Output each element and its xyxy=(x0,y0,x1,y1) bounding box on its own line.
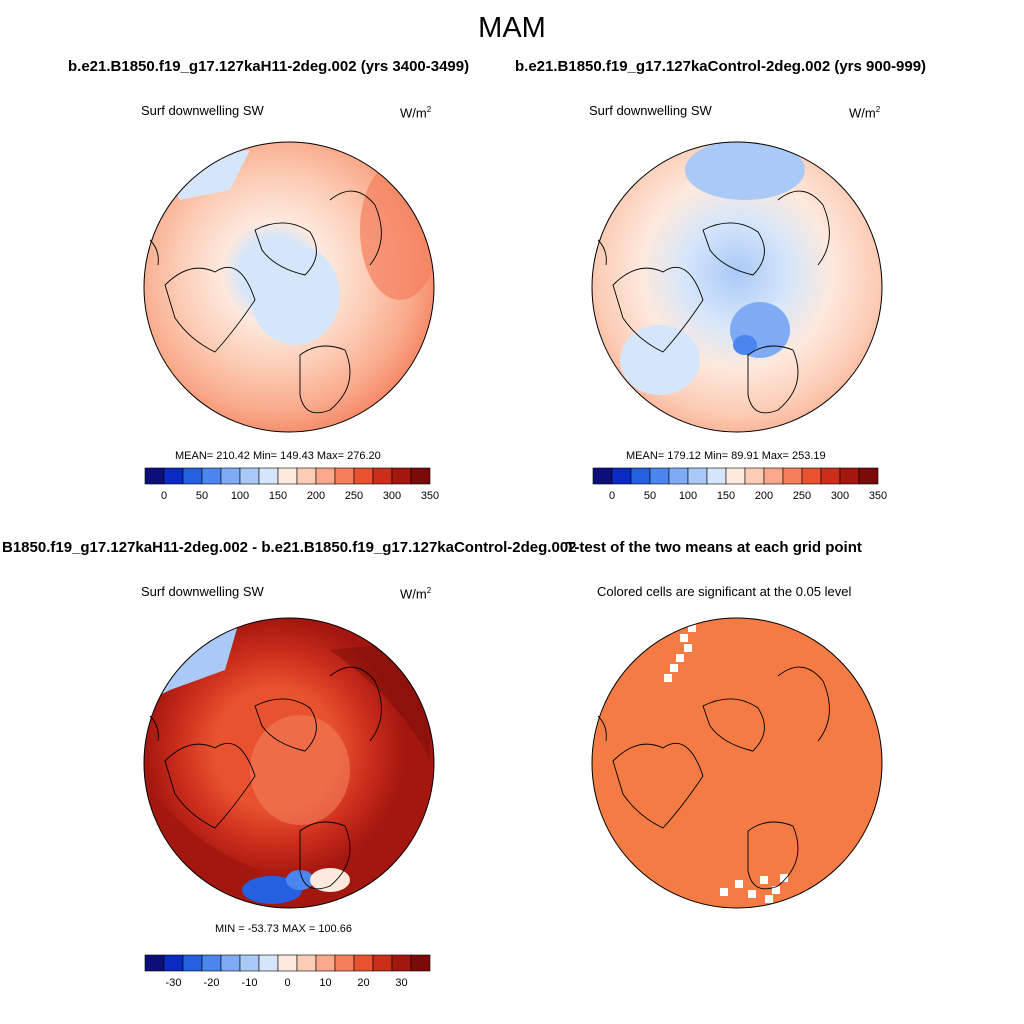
panel-2-colorbar-tick-label: 100 xyxy=(679,490,697,502)
panel-1-colorbar-swatch xyxy=(239,467,260,485)
panel-3-colorbar-swatch xyxy=(258,954,279,972)
panel-2-variable-label: Surf downwelling SW xyxy=(589,103,712,118)
panel-1-colorbar-swatch xyxy=(296,467,317,485)
panel-3-colorbar-swatch xyxy=(182,954,203,972)
panel-2-colorbar-swatch xyxy=(706,467,727,485)
panel-4-header: T-test of the two means at each grid poi… xyxy=(566,539,862,556)
panel-2-colorbar: 0 50 100 150 200 250 300 350 xyxy=(592,467,887,502)
panel-1-colorbar-swatch xyxy=(144,467,165,485)
panel-1-colorbar-swatch xyxy=(220,467,241,485)
panel-2-colorbar-swatch xyxy=(839,467,860,485)
panel-3-colorbar-swatch xyxy=(239,954,260,972)
panel-3-colorbar-tick-label: 20 xyxy=(357,977,369,989)
panel-2-colorbar-swatch xyxy=(801,467,822,485)
panel-2-colorbar-swatch xyxy=(782,467,803,485)
panel-2-colorbar-swatch xyxy=(611,467,632,485)
panel-1-colorbar-swatch xyxy=(163,467,184,485)
panel-2-colorbar-tick-label: 150 xyxy=(717,490,735,502)
panel-1-colorbar-tick-label: 300 xyxy=(383,490,401,502)
panel-2-colorbar-swatch xyxy=(763,467,784,485)
panel-4-map xyxy=(591,617,883,909)
panel-2-colorbar-tick-label: 200 xyxy=(755,490,773,502)
panel-2-units: W/m2 xyxy=(849,105,881,121)
panel-2-colorbar-swatch xyxy=(630,467,651,485)
panel-3-colorbar-tick-label: 30 xyxy=(395,977,407,989)
panel-1-colorbar: 0 50 100 150 200 250 300 350 xyxy=(144,467,439,502)
panel-1-colorbar-swatch xyxy=(353,467,374,485)
panel-2-colorbar-swatch xyxy=(744,467,765,485)
panel-2-colorbar-swatch xyxy=(725,467,746,485)
panel-3-map xyxy=(143,617,435,909)
panel-1-colorbar-swatch xyxy=(258,467,279,485)
panel-2-stats: MEAN= 179.12 Min= 89.91 Max= 253.19 xyxy=(626,450,826,462)
panel-1-units: W/m2 xyxy=(400,105,432,121)
panel-1-colorbar-swatch xyxy=(334,467,355,485)
panel-3-colorbar-swatch xyxy=(372,954,393,972)
panel-1-colorbar-tick-label: 200 xyxy=(307,490,325,502)
panel-1-colorbar-tick-label: 0 xyxy=(161,490,167,502)
panel-3-colorbar-swatch xyxy=(315,954,336,972)
panel-3-header: B1850.f19_g17.127kaH11-2deg.002 - b.e21.… xyxy=(2,539,577,556)
panel-2-header: b.e21.B1850.f19_g17.127kaControl-2deg.00… xyxy=(515,58,927,75)
panel-3-colorbar-swatch xyxy=(296,954,317,972)
panel-3-coastlines xyxy=(149,666,382,890)
panel-1-colorbar-swatch xyxy=(182,467,203,485)
panel-3-colorbar-swatch xyxy=(353,954,374,972)
panel-1-coastlines xyxy=(149,190,382,414)
panel-2-colorbar-tick-label: 300 xyxy=(831,490,849,502)
panel-3-colorbar-swatch xyxy=(410,954,431,972)
panel-3-colorbar-swatch xyxy=(201,954,222,972)
panel-3-colorbar: -30 -20 -10 0 10 20 30 xyxy=(144,954,431,989)
panel-3-colorbar-tick-label: -10 xyxy=(242,977,258,989)
panel-3-colorbar-swatch xyxy=(277,954,298,972)
panel-1-header: b.e21.B1850.f19_g17.127kaH11-2deg.002 (y… xyxy=(68,58,470,75)
panel-1-colorbar-swatch xyxy=(410,467,431,485)
panel-1-colorbar-swatch xyxy=(277,467,298,485)
panel-1-colorbar-swatch xyxy=(315,467,336,485)
panel-3-colorbar-swatch xyxy=(334,954,355,972)
panel-1-colorbar-swatch xyxy=(391,467,412,485)
panel-4-coastlines xyxy=(597,666,830,890)
panel-3-colorbar-swatch xyxy=(163,954,184,972)
panel-2-colorbar-swatch xyxy=(820,467,841,485)
panel-2-colorbar-swatch xyxy=(687,467,708,485)
panel-1-colorbar-tick-label: 150 xyxy=(269,490,287,502)
panel-3-colorbar-swatch xyxy=(144,954,165,972)
panel-1-colorbar-swatch xyxy=(201,467,222,485)
panel-3-stats: MIN = -53.73 MAX = 100.66 xyxy=(215,923,352,935)
panel-1-colorbar-tick-label: 250 xyxy=(345,490,363,502)
panel-2-colorbar-swatch xyxy=(649,467,670,485)
panel-2-colorbar-tick-label: 0 xyxy=(609,490,615,502)
panel-3-colorbar-tick-label: -20 xyxy=(204,977,220,989)
panel-4-significance-label: Colored cells are significant at the 0.0… xyxy=(597,584,852,599)
panel-2-colorbar-swatch xyxy=(858,467,879,485)
panel-1-variable-label: Surf downwelling SW xyxy=(141,103,264,118)
panel-1-colorbar-tick-label: 350 xyxy=(421,490,439,502)
panel-3-colorbar-tick-label: 10 xyxy=(319,977,331,989)
panel-2-colorbar-swatch xyxy=(592,467,613,485)
panel-1-map xyxy=(143,141,435,433)
panel-1-colorbar-tick-label: 50 xyxy=(196,490,208,502)
panel-3-variable-label: Surf downwelling SW xyxy=(141,584,264,599)
panel-3-units: W/m2 xyxy=(400,586,432,602)
panel-2-colorbar-tick-label: 350 xyxy=(869,490,887,502)
panel-3-colorbar-tick-label: -30 xyxy=(166,977,182,989)
panel-1-colorbar-tick-label: 100 xyxy=(231,490,249,502)
figure-title: MAM xyxy=(478,12,546,44)
panel-3-colorbar-swatch xyxy=(391,954,412,972)
panel-1-stats: MEAN= 210.42 Min= 149.43 Max= 276.20 xyxy=(175,450,381,462)
panel-3-colorbar-tick-label: 0 xyxy=(284,977,290,989)
panel-2-map xyxy=(591,141,883,433)
panel-2-colorbar-tick-label: 50 xyxy=(644,490,656,502)
panel-1-colorbar-swatch xyxy=(372,467,393,485)
panel-2-colorbar-tick-label: 250 xyxy=(793,490,811,502)
panel-3-colorbar-swatch xyxy=(220,954,241,972)
panel-4-nonsignificant-cells xyxy=(664,624,788,903)
panel-2-coastlines xyxy=(597,190,830,414)
panel-2-colorbar-swatch xyxy=(668,467,689,485)
